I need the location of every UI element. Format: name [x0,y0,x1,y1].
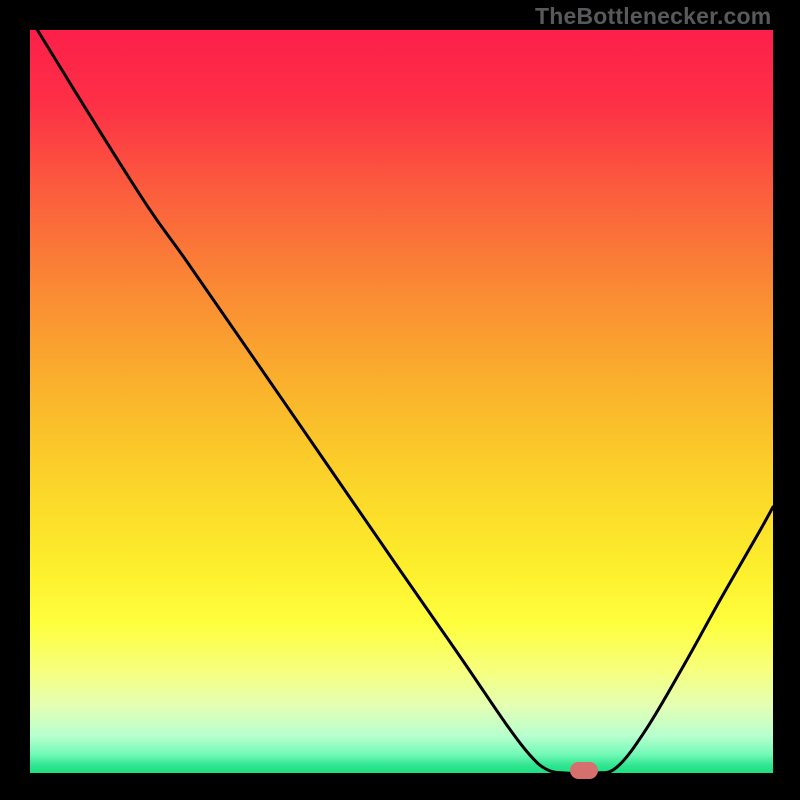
highlight-marker [570,762,598,779]
gradient-background [30,30,773,773]
plot-area [30,30,773,773]
chart-frame: TheBottlenecker.com [0,0,800,800]
watermark-text: TheBottlenecker.com [535,3,771,30]
